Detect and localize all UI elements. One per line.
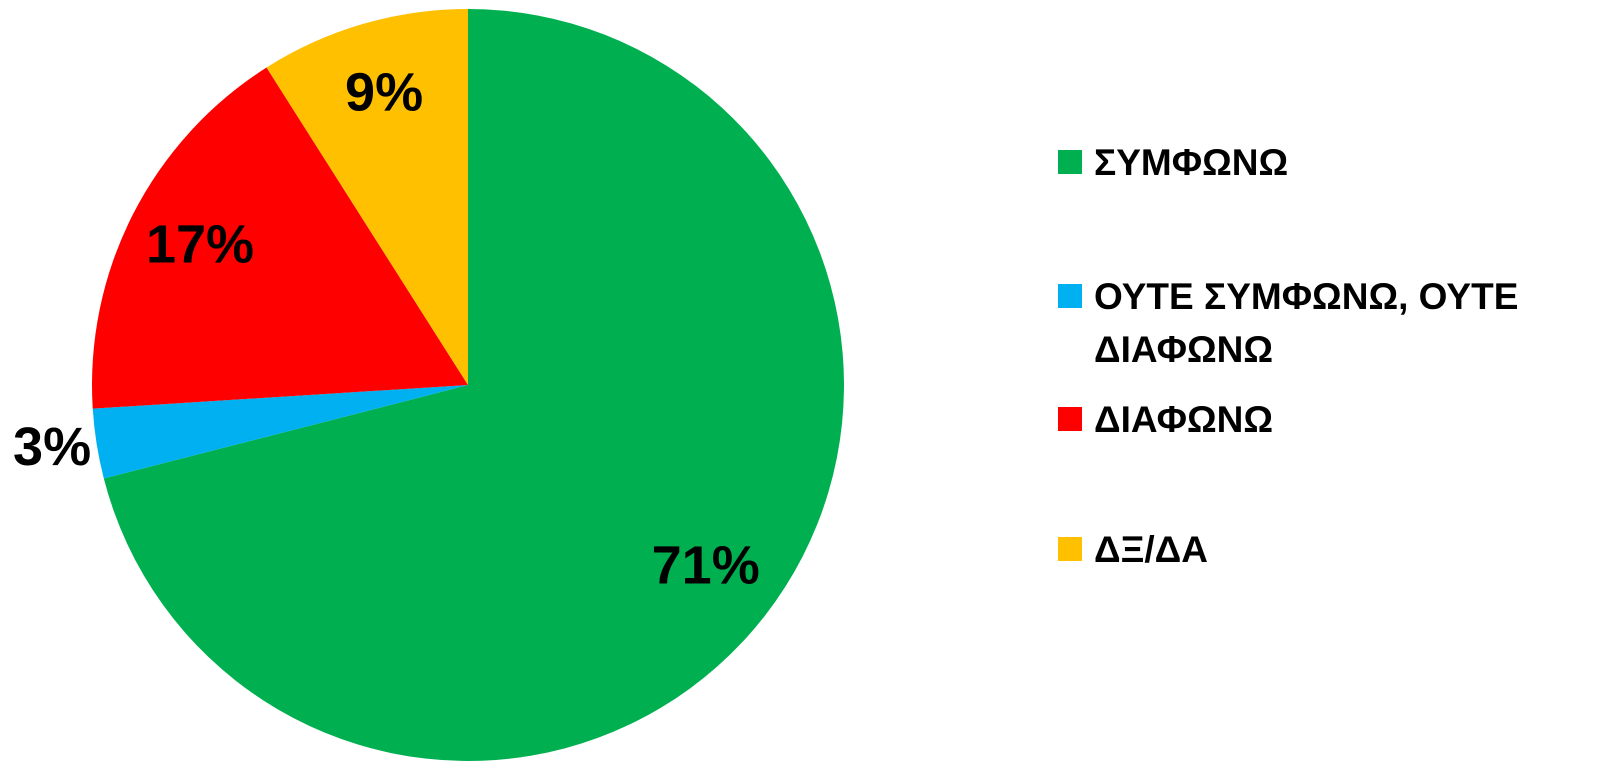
pie-slice xyxy=(92,67,468,409)
legend-swatch xyxy=(1058,407,1082,431)
legend-label: ΔΙΑΦΩΝΩ xyxy=(1094,399,1274,440)
pie-slice xyxy=(103,9,844,761)
legend-label: ΔΞ/ΔΑ xyxy=(1094,529,1208,570)
legend-swatch xyxy=(1058,150,1082,174)
legend-label: ΟΥΤΕ ΣΥΜΦΩΝΩ, ΟΥΤΕ ΔΙΑΦΩΝΩ xyxy=(1094,276,1519,370)
legend-label: ΣΥΜΦΩΝΩ xyxy=(1094,142,1289,183)
legend-item: ΟΥΤΕ ΣΥΜΦΩΝΩ, ΟΥΤΕ ΔΙΑΦΩΝΩ xyxy=(1058,270,1538,376)
pie-slice xyxy=(266,9,468,385)
data-label: 71% xyxy=(652,536,760,596)
data-label: 3% xyxy=(13,417,91,477)
legend-item: ΔΞ/ΔΑ xyxy=(1058,523,1538,576)
legend-swatch xyxy=(1058,537,1082,561)
pie-slice xyxy=(92,385,469,479)
data-label: 9% xyxy=(345,62,423,122)
legend-item: ΣΥΜΦΩΝΩ xyxy=(1058,136,1538,189)
legend-swatch xyxy=(1058,284,1082,308)
data-label: 17% xyxy=(146,215,254,275)
legend-item: ΔΙΑΦΩΝΩ xyxy=(1058,393,1538,446)
